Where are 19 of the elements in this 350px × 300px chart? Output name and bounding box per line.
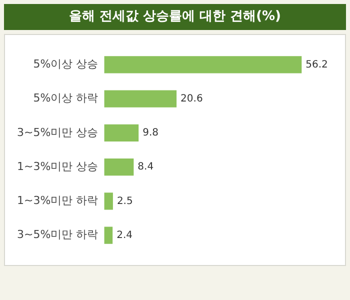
data-label: 2.4 xyxy=(116,230,132,241)
bar xyxy=(104,124,139,142)
chart-title: 올해 전세값 상승률에 대한 견해(%) xyxy=(4,4,346,30)
bar xyxy=(104,226,113,244)
data-label: 20.6 xyxy=(180,93,203,104)
data-label: 9.8 xyxy=(142,128,159,139)
y-tick-label: 5%이상 하락 xyxy=(33,92,98,105)
bar xyxy=(104,158,134,176)
y-tick-label: 1~3%미만 상승 xyxy=(16,160,98,173)
data-label: 2.5 xyxy=(116,196,133,207)
data-label: 8.4 xyxy=(138,162,154,173)
bar xyxy=(104,192,113,210)
y-tick-label: 3~5%미만 하락 xyxy=(16,228,98,242)
bar xyxy=(104,56,302,74)
y-tick-label: 1~3%미만 하락 xyxy=(16,194,98,208)
y-tick-label: 5%이상 상승 xyxy=(33,58,98,71)
bar xyxy=(104,90,177,108)
y-tick-label: 3~5%미만 상승 xyxy=(16,126,98,139)
data-label: 56.2 xyxy=(306,59,328,70)
